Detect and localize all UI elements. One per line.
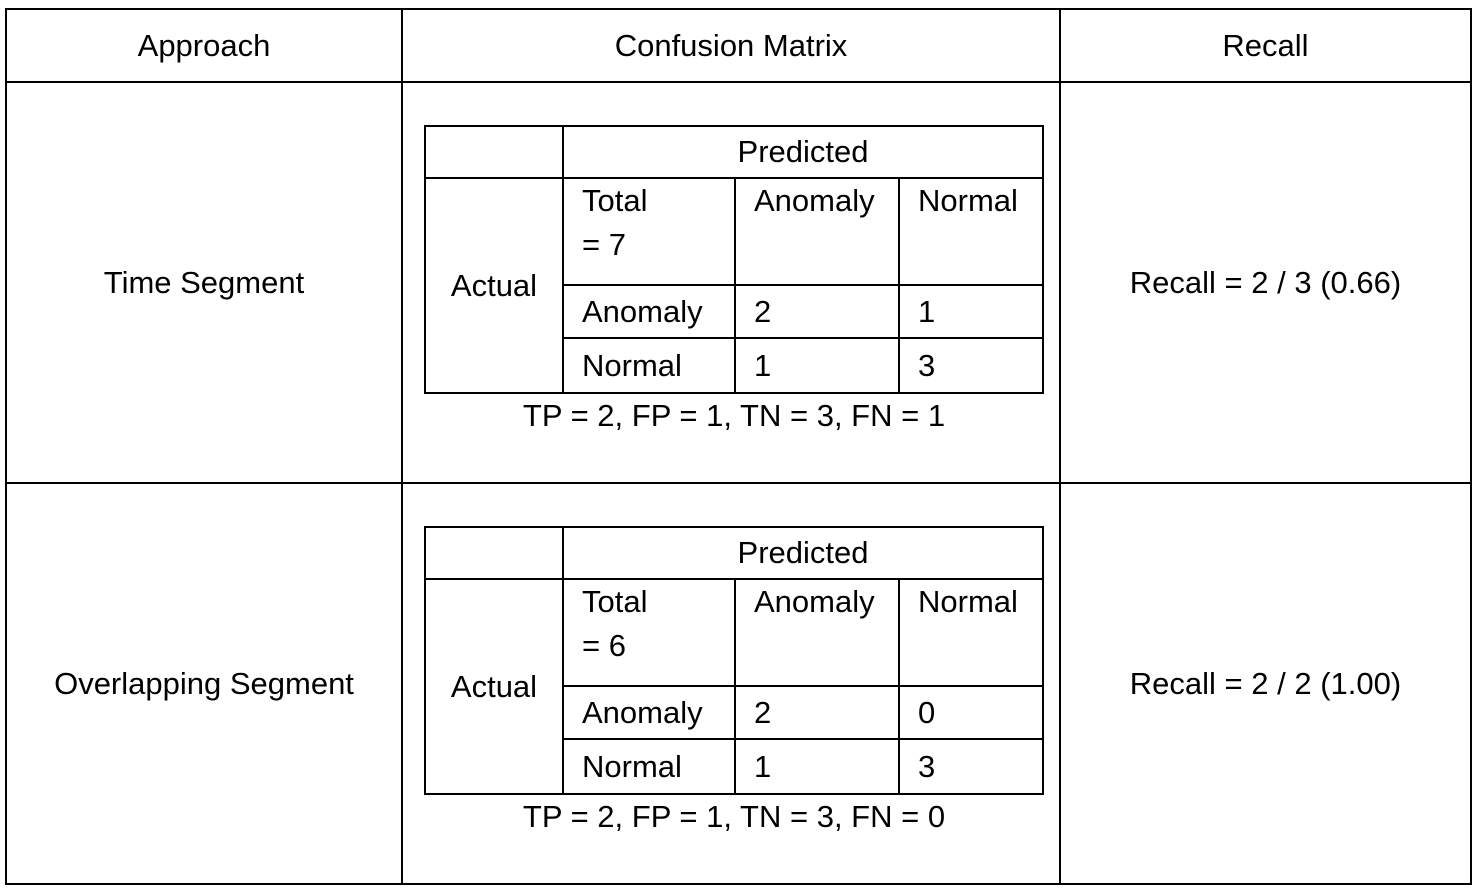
row-header-normal: Normal [562, 337, 736, 394]
total-cell: Total = 6 [562, 578, 736, 687]
confusion-matrix-cell: Predicted Actual Total = 6 Anomaly Normal… [401, 482, 1061, 885]
total-value: = 6 [582, 628, 626, 663]
matrix-corner-cell [424, 526, 564, 580]
results-table: Approach Confusion Matrix Recall Time Se… [5, 8, 1472, 885]
column-header-normal: Normal [897, 177, 1045, 286]
column-header-normal: Normal [897, 578, 1045, 687]
matrix-summary: TP = 2, FP = 1, TN = 3, FN = 1 [522, 398, 946, 433]
cell-normal-normal: 3 [897, 337, 1045, 394]
header-recall: Recall [1059, 8, 1472, 83]
cell-anomaly-normal: 1 [897, 284, 1045, 339]
actual-label: Actual [424, 578, 564, 795]
header-row: Approach Confusion Matrix Recall [5, 8, 1472, 83]
total-label: Total [582, 183, 648, 218]
table-row: Overlapping Segment Predicted [5, 482, 1472, 885]
table-row: Time Segment Predicted [5, 81, 1472, 484]
predicted-label: Predicted [561, 125, 1045, 179]
header-approach: Approach [5, 8, 403, 83]
predicted-label: Predicted [561, 526, 1045, 580]
matrix-corner-cell [424, 125, 564, 179]
cell-normal-normal: 3 [897, 738, 1045, 795]
actual-label: Actual [424, 177, 564, 394]
confusion-matrix-table: Predicted Actual Total = 6 Anomaly Normal… [424, 526, 1045, 795]
total-label: Total [582, 584, 648, 619]
confusion-matrix: Predicted Actual Total = 7 Anomaly Normal… [424, 125, 1045, 434]
row-header-anomaly: Anomaly [562, 284, 736, 339]
total-value: = 7 [582, 227, 626, 262]
total-cell: Total = 7 [562, 177, 736, 286]
approach-cell: Overlapping Segment [5, 482, 403, 885]
approach-cell: Time Segment [5, 81, 403, 484]
confusion-matrix: Predicted Actual Total = 6 Anomaly Normal… [424, 526, 1045, 835]
cell-anomaly-anomaly: 2 [734, 685, 900, 740]
confusion-matrix-table: Predicted Actual Total = 7 Anomaly Normal… [424, 125, 1045, 394]
confusion-matrix-cell: Predicted Actual Total = 7 Anomaly Normal… [401, 81, 1061, 484]
header-confusion-matrix: Confusion Matrix [401, 8, 1061, 83]
cell-anomaly-anomaly: 2 [734, 284, 900, 339]
cell-normal-anomaly: 1 [734, 337, 900, 394]
recall-cell: Recall = 2 / 3 (0.66) [1059, 81, 1472, 484]
row-header-normal: Normal [562, 738, 736, 795]
cell-anomaly-normal: 0 [897, 685, 1045, 740]
column-header-anomaly: Anomaly [734, 578, 900, 687]
column-header-anomaly: Anomaly [734, 177, 900, 286]
row-header-anomaly: Anomaly [562, 685, 736, 740]
cell-normal-anomaly: 1 [734, 738, 900, 795]
matrix-summary: TP = 2, FP = 1, TN = 3, FN = 0 [522, 799, 946, 834]
recall-cell: Recall = 2 / 2 (1.00) [1059, 482, 1472, 885]
